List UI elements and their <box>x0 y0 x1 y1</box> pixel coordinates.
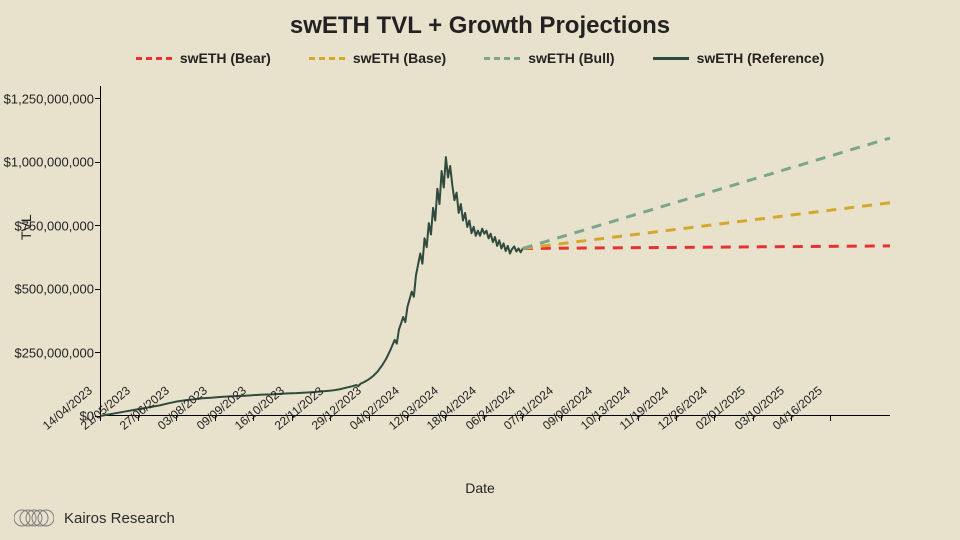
y-tick-label: $1,250,000,000 <box>4 91 100 106</box>
legend-label: swETH (Bear) <box>180 50 271 66</box>
footer-brand: Kairos Research <box>14 506 175 530</box>
y-tick-label: $1,000,000,000 <box>4 155 100 170</box>
legend-item: swETH (Bear) <box>136 50 271 66</box>
legend-label: swETH (Base) <box>353 50 446 66</box>
legend-label: swETH (Reference) <box>697 50 825 66</box>
chart-svg <box>100 86 890 416</box>
legend-item: swETH (Bull) <box>484 50 614 66</box>
series-line <box>523 138 890 248</box>
brand-name: Kairos Research <box>64 510 175 527</box>
x-axis-label: Date <box>0 480 960 496</box>
brand-logo-icon <box>14 506 54 530</box>
series-line <box>523 203 890 249</box>
legend-swatch <box>484 57 520 60</box>
legend-swatch <box>136 57 172 60</box>
chart-plot-area: $0$250,000,000$500,000,000$750,000,000$1… <box>100 86 890 416</box>
legend-item: swETH (Reference) <box>653 50 825 66</box>
y-tick-label: $500,000,000 <box>14 282 100 297</box>
series-line <box>100 157 523 416</box>
chart-title: swETH TVL + Growth Projections <box>0 12 960 40</box>
series-line <box>523 246 890 249</box>
legend-swatch <box>309 57 345 60</box>
chart-legend: swETH (Bear) swETH (Base) swETH (Bull) swET… <box>0 50 960 66</box>
legend-swatch <box>653 57 689 60</box>
legend-label: swETH (Bull) <box>528 50 614 66</box>
legend-item: swETH (Base) <box>309 50 446 66</box>
x-tick-mark <box>830 416 831 421</box>
y-axis-label: TVL <box>18 214 34 240</box>
y-tick-label: $250,000,000 <box>14 345 100 360</box>
